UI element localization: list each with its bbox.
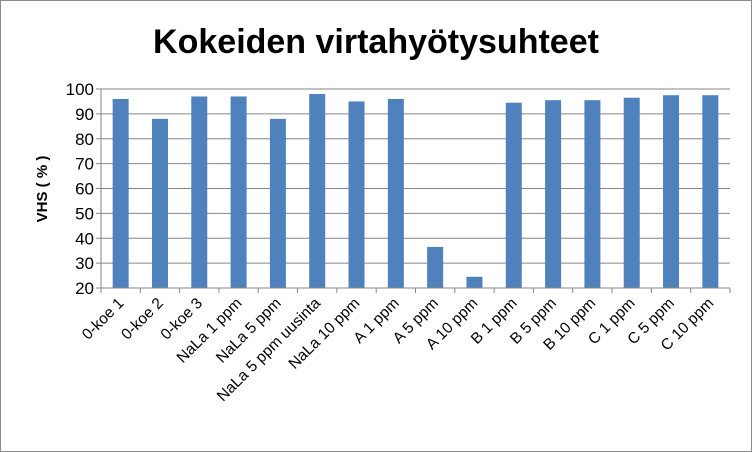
y-tick-label: 80 <box>75 130 94 149</box>
bar <box>623 97 640 288</box>
y-tick-label: 50 <box>75 204 94 223</box>
y-axis-ticks: 20 30 40 50 60 70 80 90 100 <box>66 80 101 298</box>
x-tick-label: 0-koe 2 <box>118 295 167 344</box>
bar <box>151 118 168 288</box>
bar <box>387 98 404 288</box>
bar <box>545 100 562 288</box>
bar <box>427 246 444 288</box>
bar <box>309 93 326 288</box>
y-tick-label: 20 <box>75 279 94 298</box>
bar <box>663 95 680 288</box>
y-tick-label: 40 <box>75 229 94 248</box>
bar <box>348 101 365 288</box>
bar <box>191 96 208 289</box>
x-tick-label: 0-koe 1 <box>79 295 128 344</box>
bar <box>269 118 286 288</box>
bar <box>466 276 483 288</box>
bars <box>112 93 719 289</box>
bar <box>112 98 129 288</box>
y-tick-label: 100 <box>66 80 94 99</box>
y-tick-label: 90 <box>75 105 94 124</box>
bar <box>505 102 522 289</box>
y-tick-label: 60 <box>75 180 94 199</box>
bar <box>230 96 247 289</box>
y-tick-label: 70 <box>75 155 94 174</box>
bar <box>584 100 601 288</box>
y-axis-label: VHS ( % ) <box>34 156 51 223</box>
chart-title: Kokeiden virtahyötysuhteet <box>153 23 599 61</box>
bar <box>702 95 719 288</box>
y-tick-label: 30 <box>75 254 94 273</box>
